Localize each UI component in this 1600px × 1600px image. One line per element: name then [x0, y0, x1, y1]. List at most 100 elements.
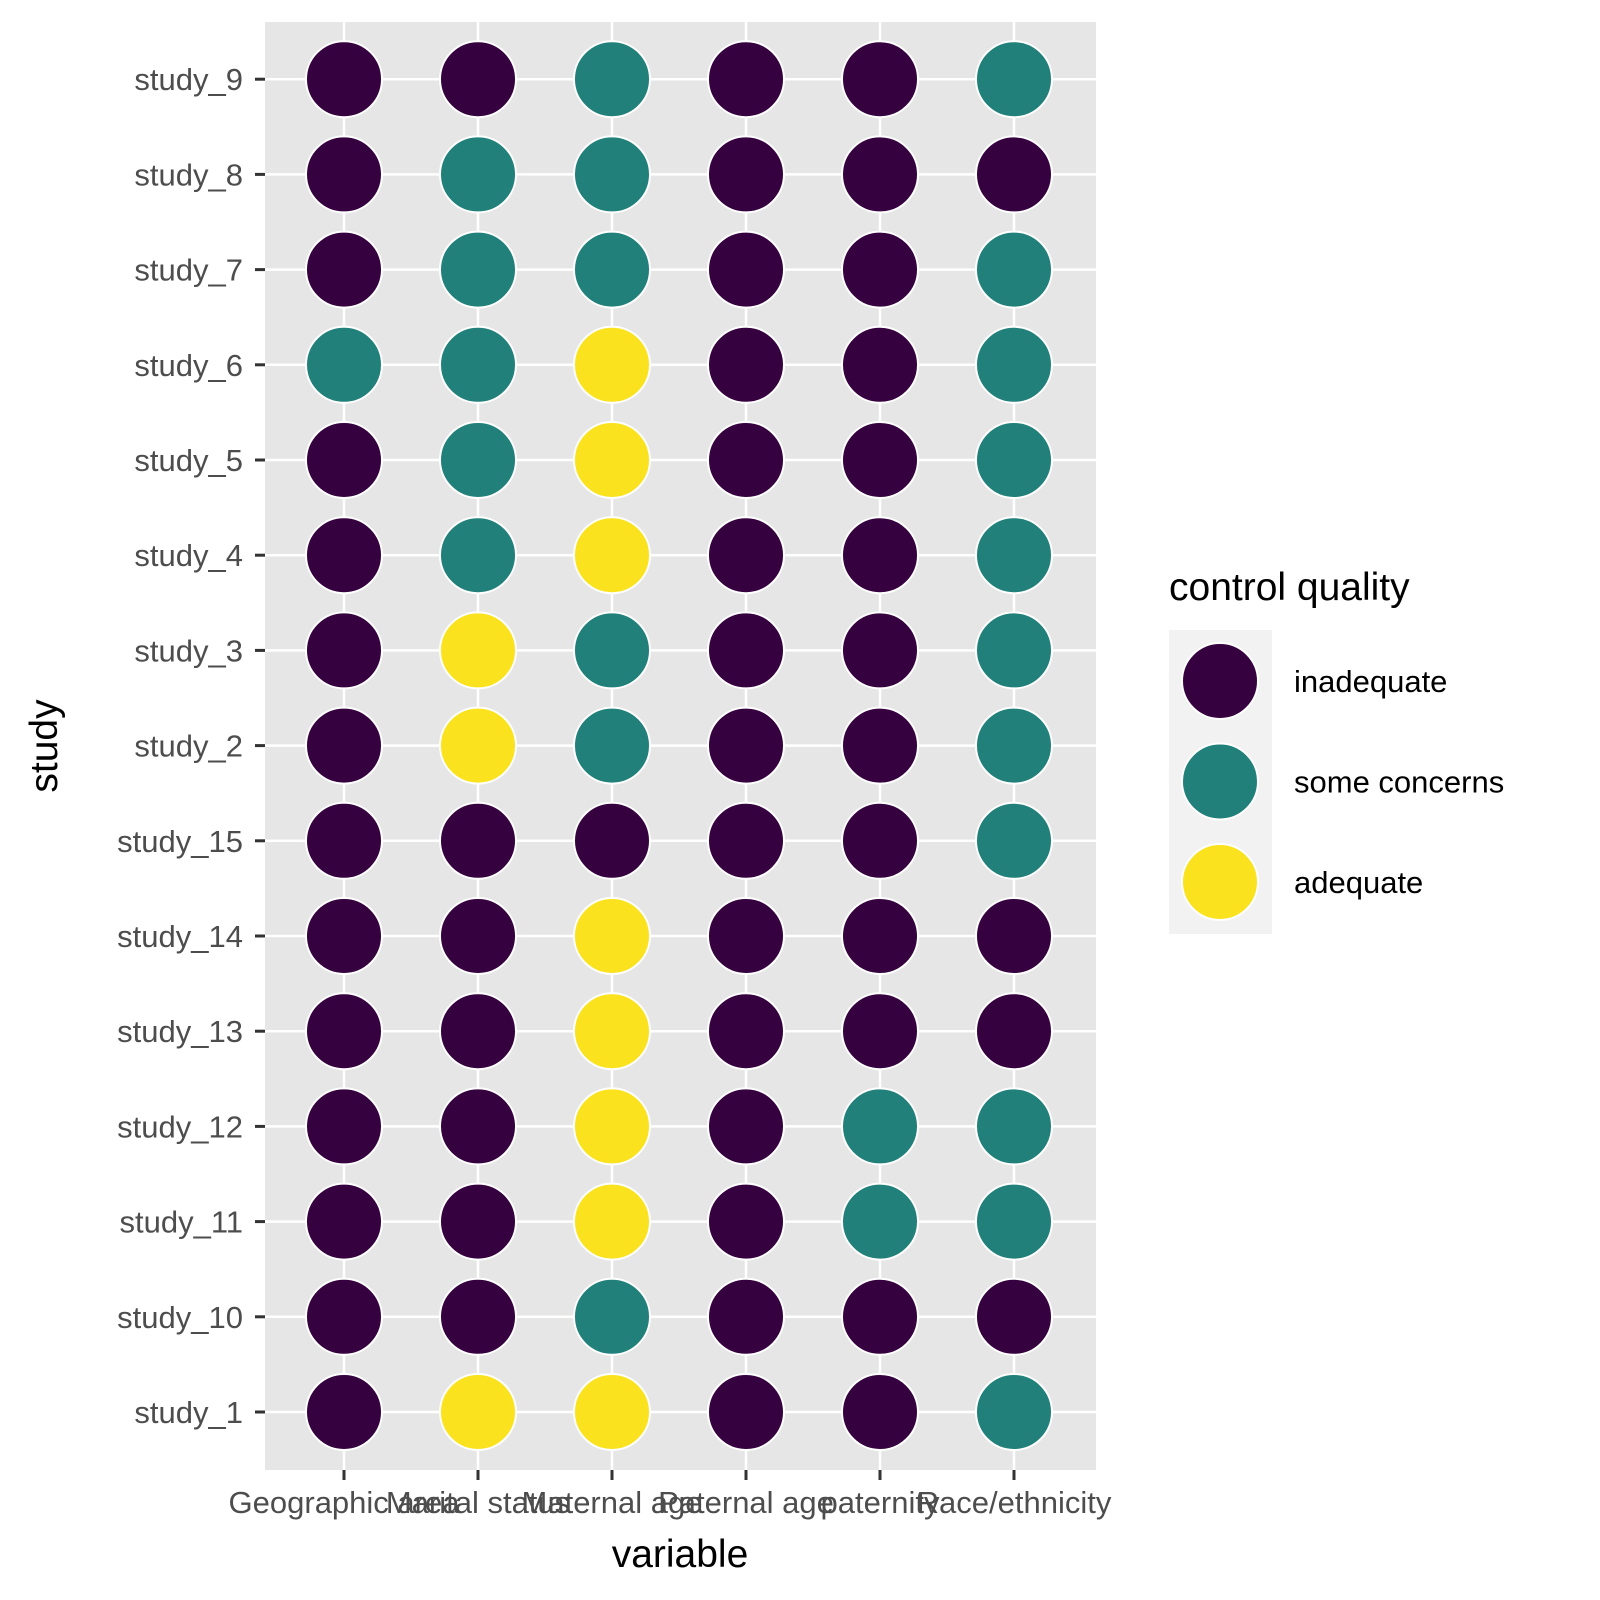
data-point	[573, 897, 651, 975]
legend: control quality inadequate some concerns a…	[1169, 566, 1504, 934]
data-point	[975, 897, 1053, 975]
data-point	[841, 1373, 919, 1451]
data-point	[573, 706, 651, 785]
data-point	[305, 1373, 383, 1451]
x-tick-label: Marital status	[386, 1485, 570, 1520]
data-point	[841, 421, 919, 499]
data-point	[975, 516, 1053, 595]
data-point	[975, 1277, 1053, 1356]
data-point	[305, 1087, 383, 1166]
y-tick-label: study_3	[134, 633, 243, 668]
y-tick-label: study_12	[117, 1109, 243, 1144]
data-point	[975, 611, 1053, 690]
data-point	[305, 516, 383, 595]
data-point	[573, 611, 651, 690]
data-point	[439, 992, 517, 1071]
data-point	[439, 325, 517, 404]
data-point	[841, 801, 919, 880]
data-point	[439, 230, 517, 309]
data-point	[707, 992, 785, 1071]
data-point	[573, 1277, 651, 1356]
data-point	[841, 611, 919, 690]
data-point	[439, 611, 517, 690]
data-points	[305, 40, 1053, 1451]
data-point	[439, 1277, 517, 1356]
data-point	[975, 40, 1053, 119]
data-point	[573, 1373, 651, 1451]
data-point	[975, 801, 1053, 880]
y-tick-label: study_6	[134, 348, 243, 383]
data-point	[975, 325, 1053, 404]
data-point	[573, 325, 651, 404]
data-point	[707, 421, 785, 499]
legend-key	[1181, 843, 1259, 921]
data-point	[975, 1087, 1053, 1166]
x-tick-label: paternity	[821, 1485, 940, 1520]
y-tick-label: study_10	[117, 1300, 243, 1335]
y-tick-label: study_8	[134, 157, 243, 192]
data-point	[841, 1182, 919, 1261]
data-point	[439, 516, 517, 595]
data-point	[439, 421, 517, 499]
data-point	[975, 992, 1053, 1071]
y-tick-label: study_9	[134, 62, 243, 97]
data-point	[707, 1373, 785, 1451]
data-point	[305, 421, 383, 499]
data-point	[841, 1087, 919, 1166]
data-point	[707, 801, 785, 880]
legend-items: inadequate some concerns adequate	[1181, 642, 1504, 921]
data-point	[707, 611, 785, 690]
legend-label: some concerns	[1294, 765, 1504, 800]
data-point	[305, 1277, 383, 1356]
data-point	[573, 1087, 651, 1166]
data-point	[305, 1182, 383, 1261]
data-point	[305, 135, 383, 214]
data-point	[305, 230, 383, 309]
data-point	[975, 1182, 1053, 1261]
data-point	[439, 1087, 517, 1166]
data-point	[975, 135, 1053, 214]
data-point	[841, 135, 919, 214]
data-point	[841, 40, 919, 119]
data-point	[573, 516, 651, 595]
data-point	[305, 611, 383, 690]
data-point	[305, 897, 383, 975]
data-point	[975, 706, 1053, 785]
data-point	[439, 897, 517, 975]
data-point	[975, 421, 1053, 499]
data-point	[707, 230, 785, 309]
x-axis-title: variable	[612, 1533, 749, 1576]
y-tick-label: study_4	[134, 538, 243, 573]
data-point	[841, 516, 919, 595]
data-point	[707, 135, 785, 214]
data-point	[573, 992, 651, 1071]
y-tick-label: study_5	[134, 443, 243, 478]
data-point	[439, 40, 517, 119]
data-point	[707, 1087, 785, 1166]
legend-title: control quality	[1169, 566, 1410, 609]
data-point	[439, 801, 517, 880]
x-tick-label: Geographic area	[229, 1485, 461, 1520]
data-point	[707, 1277, 785, 1356]
data-point	[305, 801, 383, 880]
x-tick-label: Race/ethnicity	[917, 1485, 1112, 1520]
data-point	[975, 1373, 1053, 1451]
data-point	[573, 801, 651, 880]
data-point	[707, 325, 785, 404]
data-point	[841, 230, 919, 309]
data-point	[841, 1277, 919, 1356]
legend-key	[1181, 742, 1259, 821]
y-tick-label: study_14	[117, 919, 243, 954]
data-point	[841, 992, 919, 1071]
data-point	[305, 706, 383, 785]
y-tick-label: study_7	[134, 253, 243, 288]
y-tick-label: study_2	[134, 729, 243, 764]
legend-label: adequate	[1294, 865, 1423, 900]
data-point	[841, 706, 919, 785]
data-point	[707, 40, 785, 119]
data-point	[975, 230, 1053, 309]
data-point	[573, 230, 651, 309]
y-tick-label: study_1	[134, 1395, 243, 1430]
